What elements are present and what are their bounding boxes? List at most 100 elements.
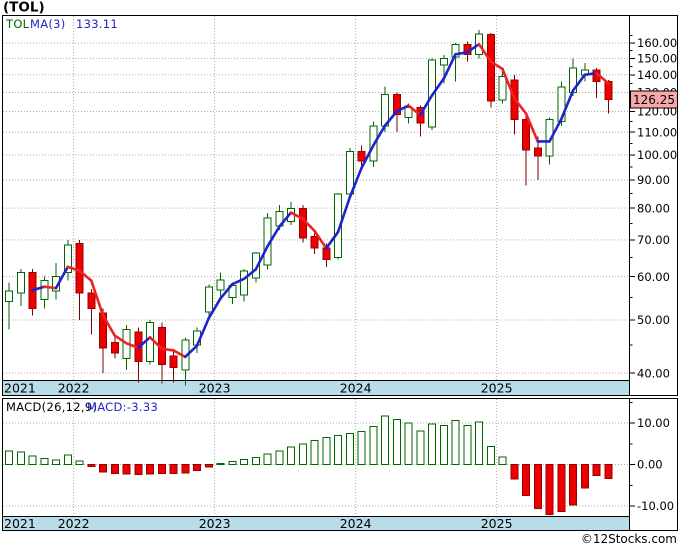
macd-bar	[369, 425, 378, 466]
macd-bar	[498, 456, 507, 465]
macd-bar	[134, 464, 143, 475]
candle-body	[439, 57, 448, 66]
axis-label: 90.00	[637, 173, 670, 187]
macd-bar	[557, 464, 566, 512]
candle-body	[169, 355, 178, 368]
ma-line-segment	[583, 71, 598, 77]
ma-line-segment	[348, 166, 363, 199]
last-price-badge: 126.25	[630, 90, 678, 109]
ma-line-segment	[101, 313, 117, 337]
macd-bar	[298, 443, 307, 465]
axis-label: 160.00	[637, 36, 677, 50]
macd-bar	[545, 464, 554, 515]
ma-line-segment	[336, 196, 352, 234]
ma-line-segment	[395, 104, 410, 113]
axis-label: 100.00	[637, 148, 677, 162]
candle-body	[486, 34, 495, 102]
axis-label: 70.00	[637, 233, 670, 247]
candle-body	[345, 150, 354, 195]
ma-line-segment	[465, 42, 481, 54]
candle-body	[357, 150, 366, 162]
ma-line-segment	[430, 77, 446, 97]
ma-line-segment	[66, 265, 81, 273]
candle-body	[310, 235, 319, 249]
macd-legend-value: MACD:-3.33	[87, 400, 158, 414]
ma-line-segment	[195, 316, 211, 347]
year-label: 2022	[58, 381, 90, 396]
axis-label: -10.00	[637, 499, 674, 513]
macd-bar	[110, 464, 119, 475]
candle-body	[146, 321, 154, 363]
axis-label: 0.00	[637, 458, 663, 472]
macd-bar	[310, 439, 319, 465]
candle-body	[240, 270, 248, 296]
ma-line-segment	[383, 110, 399, 127]
macd-year-band	[3, 517, 629, 530]
ma-line-segment	[595, 71, 610, 85]
year-label: 2022	[58, 516, 90, 531]
ma-line-segment	[54, 265, 70, 290]
year-label: 2024	[340, 381, 372, 396]
macd-bar	[216, 462, 225, 466]
ma-line-segment	[31, 285, 46, 292]
axis-label: 60.00	[637, 270, 670, 284]
macd-bar	[169, 464, 178, 475]
macd-bar	[486, 446, 495, 465]
ma-line-segment	[42, 285, 58, 290]
candle-body	[5, 290, 13, 303]
legend-symbol: TOL	[5, 17, 30, 31]
watermark-link[interactable]: ©12Stocks.com	[581, 532, 677, 546]
macd-bar	[569, 464, 577, 506]
candle-body	[322, 247, 331, 260]
ma-line-segment	[454, 51, 469, 56]
macd-bar	[533, 464, 542, 509]
macd-bar	[122, 464, 131, 475]
ma-line-segment	[148, 335, 164, 350]
chart-title: (TOL)	[3, 0, 45, 16]
year-label: 2021	[4, 516, 36, 531]
ma-line-segment	[501, 67, 516, 100]
ma-line-segment	[183, 344, 199, 359]
macd-legend-label: MACD(26,12,9)	[6, 400, 97, 414]
macd-bar	[181, 464, 190, 474]
ma-line-segment	[136, 335, 152, 350]
legend-ma-value: 133.11	[76, 17, 118, 31]
macd-bar	[392, 419, 401, 465]
macd-bar	[63, 454, 72, 465]
macd-bar	[475, 421, 483, 466]
macd-bar	[322, 437, 331, 465]
ma-line-segment	[489, 60, 504, 71]
candle-body	[522, 119, 530, 151]
macd-bar	[334, 434, 342, 466]
ma-line-segment	[524, 112, 540, 143]
axis-label: 10.00	[637, 416, 670, 430]
ma-line-segment	[78, 269, 93, 282]
ma-line-segment	[89, 279, 105, 317]
macd-bar	[592, 464, 601, 476]
ma-line-segment	[113, 334, 128, 345]
ma-line-segment	[301, 217, 316, 233]
macd-bar	[5, 450, 13, 466]
axis-label: 40.00	[637, 366, 670, 380]
ma-line-segment	[254, 245, 269, 271]
candle-body	[204, 286, 213, 313]
macd-panel: 10.00 0.00 -10.00 2021 2022 2023 2024 2025	[2, 398, 678, 531]
axis-label: 80.00	[637, 201, 670, 215]
macd-bar	[439, 424, 448, 465]
ma-line-segment	[266, 225, 281, 248]
macd-bar	[240, 459, 248, 465]
axis-label: 140.00	[637, 68, 677, 82]
year-label: 2025	[481, 516, 513, 531]
macd-panel-border	[2, 398, 678, 531]
macd-bar	[52, 459, 60, 465]
ma-line-segment	[324, 230, 340, 250]
macd-bar	[40, 458, 49, 466]
ma-line-segment	[407, 104, 422, 117]
candle-body	[75, 242, 84, 294]
candle-body	[87, 292, 96, 309]
price-panel-border	[2, 15, 678, 396]
macd-bar	[416, 430, 425, 466]
macd-bar	[87, 464, 96, 468]
price-year-band	[3, 381, 629, 395]
ma-line-segment	[289, 211, 305, 221]
